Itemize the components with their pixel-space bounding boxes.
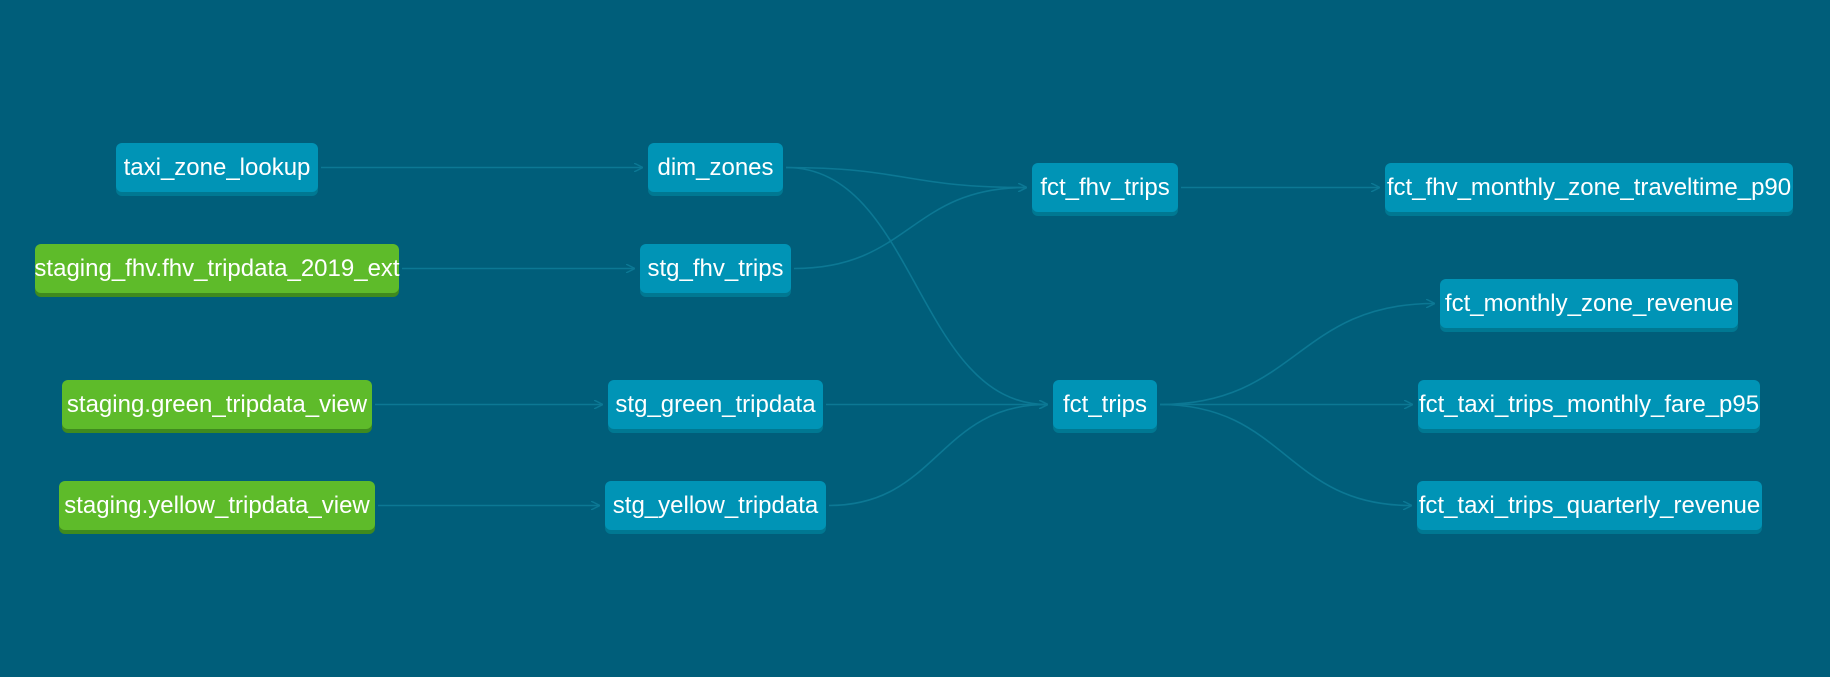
node-staging-fhv-tripdata-2019-ext[interactable]: staging_fhv.fhv_tripdata_2019_ext [34, 244, 400, 293]
node-fct-taxi-trips-quarterly-revenue[interactable]: fct_taxi_trips_quarterly_revenue [1417, 481, 1762, 530]
edge-dim_zones-to-fct_trips [785, 166, 1047, 405]
node-dim-zones[interactable]: dim_zones [648, 143, 783, 192]
node-stg-yellow-tripdata[interactable]: stg_yellow_tripdata [605, 481, 826, 530]
node-fct-taxi-trips-monthly-fare-p95[interactable]: fct_taxi_trips_monthly_fare_p95 [1418, 380, 1760, 429]
node-fct-fhv-trips[interactable]: fct_fhv_trips [1032, 163, 1178, 212]
edge-stg_fhv_trips-to-fct_fhv_trips [793, 188, 1026, 270]
node-staging-yellow-tripdata-view[interactable]: staging.yellow_tripdata_view [59, 481, 375, 530]
edge-stg_yellow_tripdata-to-fct_trips [828, 405, 1047, 507]
edge-dim_zones-to-fct_fhv_trips [785, 166, 1026, 188]
node-taxi-zone-lookup[interactable]: taxi_zone_lookup [116, 143, 318, 192]
edge-fct_trips-to-fct_monthly_zone_revenue [1159, 304, 1434, 406]
node-fct-monthly-zone-revenue[interactable]: fct_monthly_zone_revenue [1440, 279, 1738, 328]
node-fct-trips[interactable]: fct_trips [1053, 380, 1157, 429]
edge-fct_trips-to-fct_taxi_trips_quarterly_revenue [1159, 403, 1411, 506]
node-stg-fhv-trips[interactable]: stg_fhv_trips [640, 244, 791, 293]
node-stg-green-tripdata[interactable]: stg_green_tripdata [608, 380, 823, 429]
node-staging-green-tripdata-view[interactable]: staging.green_tripdata_view [62, 380, 372, 429]
node-fct-fhv-monthly-zone-traveltime-p90[interactable]: fct_fhv_monthly_zone_traveltime_p90 [1385, 163, 1793, 212]
